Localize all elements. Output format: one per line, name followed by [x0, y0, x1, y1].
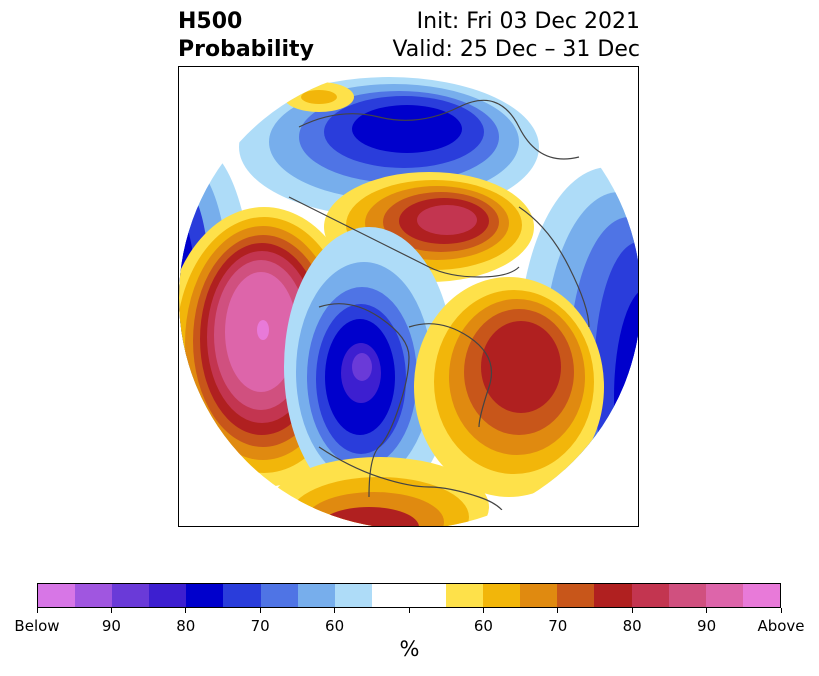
colorbar-tick	[780, 608, 782, 613]
colorbar-swatch	[594, 584, 632, 607]
colorbar-tick-label: Below	[14, 617, 60, 635]
colorbar-swatch	[705, 584, 743, 607]
chart-title-left: H500 Probability	[178, 8, 314, 64]
colorbar-swatch	[557, 584, 595, 607]
colorbar-tick-label: 80	[622, 617, 642, 635]
colorbar-tick-label: 60	[473, 617, 493, 635]
colorbar-tick	[631, 608, 633, 613]
colorbar-tick	[110, 608, 112, 613]
probability-map	[179, 67, 638, 526]
colorbar-tick	[706, 608, 708, 613]
colorbar-unit: %	[399, 637, 420, 661]
colorbar-swatch	[631, 584, 669, 607]
colorbar	[37, 583, 781, 608]
init-date: Init: Fri 03 Dec 2021	[416, 9, 640, 34]
colorbar-tick-label: 60	[325, 617, 345, 635]
colorbar-tick-label: 80	[176, 617, 196, 635]
coastlines	[288, 99, 590, 526]
colorbar-tick	[334, 608, 336, 613]
colorbar-tick-label: Above	[757, 617, 805, 635]
colorbar-swatch	[408, 584, 447, 607]
colorbar-tick	[259, 608, 261, 613]
chart-title-right: Init: Fri 03 Dec 2021 Valid: 25 Dec – 31…	[392, 8, 640, 64]
colorbar-tick-label: 90	[697, 617, 717, 635]
colorbar-swatch	[112, 584, 150, 607]
colorbar-swatch	[149, 584, 187, 607]
colorbar-swatch	[668, 584, 706, 607]
colorbar-tick	[185, 608, 187, 613]
colorbar-tick-label: 70	[250, 617, 270, 635]
title-variable: H500	[178, 9, 243, 34]
colorbar-tick	[482, 608, 484, 613]
anomaly-above-south	[269, 457, 489, 526]
title-quantity: Probability	[178, 37, 314, 62]
colorbar-swatch	[520, 584, 558, 607]
colorbar-swatch	[38, 584, 76, 607]
colorbar-swatch	[297, 584, 335, 607]
colorbar-swatch	[742, 584, 780, 607]
colorbar-tick-label: 90	[101, 617, 121, 635]
colorbar-tick	[36, 608, 38, 613]
anomaly-below-america	[284, 227, 454, 507]
colorbar-swatch	[483, 584, 521, 607]
colorbar-swatch	[186, 584, 224, 607]
colorbar-tick	[408, 608, 410, 613]
colorbar-swatch	[371, 584, 409, 607]
colorbar-swatch	[334, 584, 372, 607]
colorbar-swatch	[446, 584, 484, 607]
colorbar-tick-label: 70	[548, 617, 568, 635]
map-panel	[178, 66, 639, 527]
colorbar-swatch	[260, 584, 298, 607]
colorbar-ticks: Below 90 80 70 60 60 70 80 90 Above	[14, 608, 805, 638]
colorbar-swatch	[223, 584, 261, 607]
colorbar-tick	[557, 608, 559, 613]
colorbar-swatch	[75, 584, 113, 607]
valid-range: Valid: 25 Dec – 31 Dec	[392, 37, 640, 62]
anomaly-above-atlantic	[414, 277, 604, 497]
